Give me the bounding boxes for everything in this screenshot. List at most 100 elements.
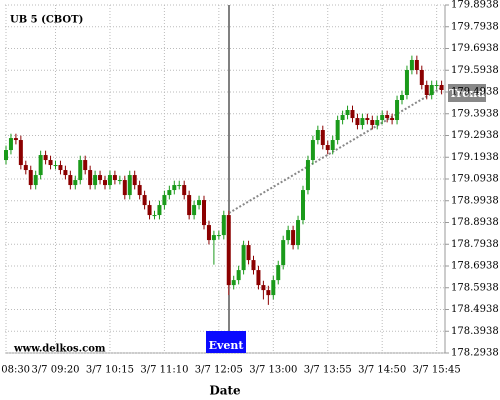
candle-body <box>241 245 246 271</box>
trend-box <box>448 84 486 102</box>
watermark: www.delkos.com <box>13 344 106 355</box>
y-tick-label: 179.0938 <box>451 174 499 185</box>
candle-body <box>78 160 83 181</box>
candle-body <box>48 160 53 166</box>
candle-body <box>142 195 147 206</box>
candle-body <box>167 190 172 196</box>
trend-line <box>228 87 442 214</box>
candle-body <box>88 170 93 186</box>
x-tick-label: 3/7 14:50 <box>358 365 406 376</box>
y-tick-label: 178.5938 <box>451 282 499 293</box>
candle-body <box>400 95 404 101</box>
y-tick-label: 178.8938 <box>451 217 499 228</box>
candle-body <box>43 155 48 161</box>
y-tick-label: 179.1938 <box>451 152 499 163</box>
candle-body <box>414 59 419 70</box>
candle-body <box>28 170 33 186</box>
y-tick-label: 179.8938 <box>451 0 499 11</box>
candle-body <box>261 285 266 291</box>
candle-body <box>325 145 330 151</box>
y-tick-label: 179.6938 <box>451 43 499 54</box>
candle-body <box>350 110 355 119</box>
candle-body <box>320 130 325 146</box>
candle-body <box>301 190 305 221</box>
candle-body <box>18 140 23 166</box>
candle-body <box>345 110 350 116</box>
candle-body <box>117 180 122 182</box>
candle-body <box>127 175 132 196</box>
candle-body <box>162 195 167 206</box>
candle-body <box>310 140 315 161</box>
candle-body <box>73 180 78 186</box>
candle-body <box>211 235 216 241</box>
candle-body <box>216 235 221 237</box>
candle-body <box>305 160 310 191</box>
candle-body <box>83 160 88 171</box>
candle-body <box>296 220 301 246</box>
candle-body <box>365 118 370 121</box>
candle-body <box>286 230 291 241</box>
candle-body <box>13 138 18 141</box>
candle-body <box>107 175 112 186</box>
x-tick-label: 3/7 15:45 <box>413 365 461 376</box>
candle-body <box>236 270 241 281</box>
candle-body <box>112 175 117 181</box>
y-tick-label: 179.5938 <box>451 65 499 76</box>
candle-body <box>137 185 142 196</box>
y-tick-label: 178.9938 <box>451 195 499 206</box>
candle-body <box>38 155 43 176</box>
candle-body <box>202 200 206 226</box>
candle-body <box>231 280 236 286</box>
candle-body <box>375 120 380 126</box>
chart-title: UB 5 (CBOT) <box>10 15 83 26</box>
candle-body <box>409 59 414 70</box>
x-axis-title: Date <box>209 384 241 398</box>
candle-body <box>152 215 157 217</box>
event-box <box>206 331 246 353</box>
candle-body <box>172 185 177 191</box>
candle-body <box>395 100 400 121</box>
x-tick-label: 3/7 11:10 <box>140 365 188 376</box>
x-tick-label: 3/7 09:20 <box>31 365 79 376</box>
candle-body <box>187 195 192 216</box>
candle-body <box>226 215 231 286</box>
candle-body <box>424 84 429 96</box>
event-label: Event <box>209 339 245 352</box>
x-tick-label: 3/7 12:05 <box>195 365 243 376</box>
y-tick-label: 179.3938 <box>451 108 499 119</box>
candle-body <box>291 230 296 246</box>
candle-body <box>385 115 390 119</box>
candle-body <box>251 260 256 271</box>
candle-body <box>404 69 409 96</box>
candle-body <box>33 175 38 186</box>
candle-body <box>271 280 276 296</box>
y-tick-label: 178.2938 <box>451 348 499 359</box>
candle-body <box>315 130 320 141</box>
candle-body <box>206 225 211 241</box>
y-tick-label: 179.2938 <box>451 130 499 141</box>
candle-body <box>93 175 98 186</box>
candle-body <box>98 175 103 181</box>
candle-body <box>192 205 197 216</box>
y-tick-label: 178.6938 <box>451 261 499 272</box>
x-tick-label: 3/7 13:00 <box>249 365 297 376</box>
candle-body <box>103 180 107 186</box>
candle-body <box>246 245 251 261</box>
candle-body <box>63 170 68 176</box>
candle-body <box>281 240 286 266</box>
candle-body <box>23 165 28 171</box>
candle-body <box>419 69 424 85</box>
candle-body <box>276 265 281 281</box>
candle-body <box>360 118 365 126</box>
y-tick-label: 179.4938 <box>451 87 499 98</box>
candle-body <box>390 118 395 121</box>
candle-body <box>8 138 13 151</box>
candle-body <box>256 270 261 286</box>
candle-body <box>439 84 444 90</box>
candle-body <box>68 175 73 186</box>
candle-body <box>147 205 152 216</box>
candle-body <box>330 140 335 151</box>
candle-body <box>132 175 137 186</box>
candle-body <box>221 215 226 236</box>
